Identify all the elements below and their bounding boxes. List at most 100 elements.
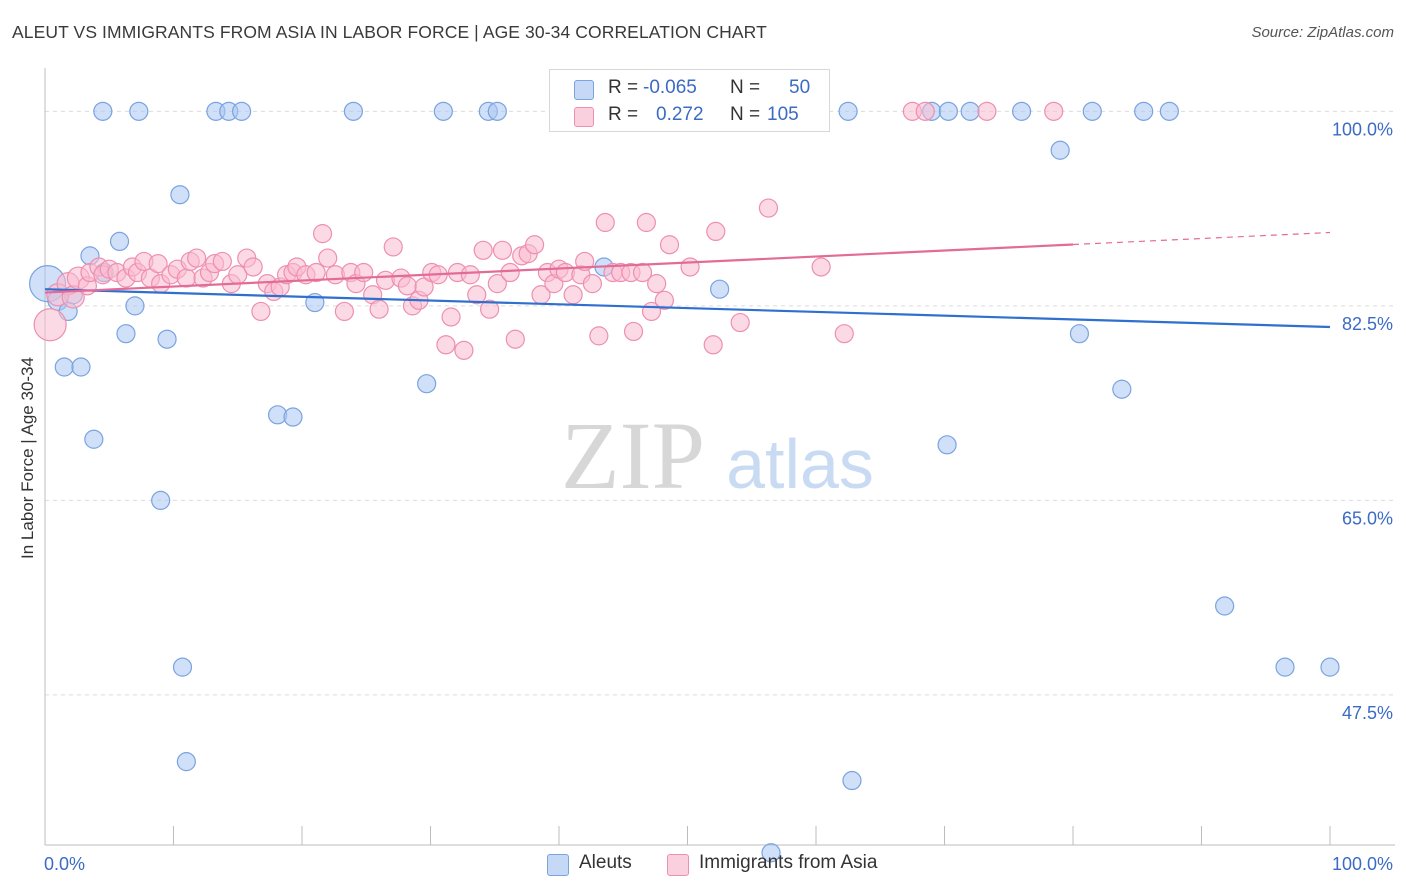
point-aleuts-17	[172, 657, 193, 677]
point-immigrants-30	[243, 257, 263, 277]
point-aleuts-41	[1050, 140, 1070, 160]
point-aleuts-37	[937, 435, 957, 455]
point-aleuts-48	[1275, 657, 1295, 677]
point-aleuts-18	[176, 752, 196, 772]
point-aleuts-39	[960, 101, 980, 121]
trend-line-extension-immigrants	[1072, 231, 1331, 246]
point-immigrants-64	[473, 240, 493, 260]
point-immigrants-22	[187, 248, 207, 268]
point-immigrants-80	[575, 251, 595, 272]
point-immigrants-92	[654, 290, 674, 310]
legend-swatch-aleuts	[574, 80, 594, 100]
point-immigrants-61	[454, 340, 474, 360]
point-aleuts-13	[129, 101, 149, 121]
legend-n-value-aleuts: 50	[789, 77, 811, 98]
bottom-legend-label-immigrants: Immigrants from Asia	[699, 852, 878, 873]
point-aleuts-5	[71, 357, 91, 377]
point-immigrants-39	[306, 262, 326, 283]
legend-r-value-aleuts: -0.065	[643, 77, 697, 98]
x-tick-label-left: 0.0%	[44, 854, 85, 874]
point-aleuts-40	[1011, 101, 1032, 121]
point-immigrants-67	[492, 240, 513, 260]
legend-n-label: N =	[730, 104, 761, 125]
legend-r-label: R =	[608, 104, 639, 125]
point-immigrants-98	[758, 198, 779, 218]
watermark-atlas: atlas	[726, 425, 874, 503]
point-immigrants-26	[212, 251, 232, 272]
legend-swatch-immigrants	[574, 107, 594, 127]
point-immigrants-50	[383, 237, 403, 257]
y-tick-label-1: 82.5%	[1342, 314, 1393, 334]
point-aleuts-10	[109, 231, 130, 252]
point-immigrants-41	[318, 248, 338, 268]
point-aleuts-29	[487, 101, 507, 121]
point-immigrants-104	[1044, 101, 1064, 121]
point-immigrants-83	[595, 212, 615, 233]
point-immigrants-40	[312, 224, 333, 244]
point-aleuts-33	[761, 843, 781, 863]
point-aleuts-11	[125, 296, 145, 316]
y-axis-title: In Labor Force | Age 30-34	[18, 357, 37, 559]
point-immigrants-82	[589, 326, 609, 346]
point-aleuts-8	[93, 101, 113, 121]
point-immigrants-89	[636, 212, 656, 233]
trend-lines	[44, 231, 1331, 329]
point-aleuts-44	[1112, 379, 1132, 399]
grid-lines	[45, 110, 1395, 696]
point-aleuts-35	[842, 770, 862, 791]
point-aleuts-46	[1159, 101, 1179, 121]
point-immigrants-72	[524, 235, 545, 255]
point-immigrants-66	[487, 274, 507, 294]
y-tick-label-3: 47.5%	[1342, 703, 1393, 723]
point-immigrants-59	[441, 307, 461, 327]
point-aleuts-32	[710, 279, 730, 299]
point-immigrants-95	[703, 335, 723, 355]
trend-line-immigrants	[44, 243, 1074, 294]
legend-r-label: R =	[608, 77, 639, 98]
point-immigrants-58	[436, 335, 456, 355]
point-immigrants-43	[334, 301, 355, 322]
point-immigrants-103	[977, 101, 997, 121]
point-immigrants-0	[33, 308, 67, 342]
axes	[44, 68, 1395, 846]
point-immigrants-102	[915, 101, 935, 121]
point-immigrants-97	[730, 312, 750, 333]
x-tick-label-right: 100.0%	[1332, 854, 1393, 874]
point-immigrants-20	[176, 268, 196, 288]
point-immigrants-16	[148, 254, 168, 274]
chart-title: ALEUT VS IMMIGRANTS FROM ASIA IN LABOR F…	[12, 22, 767, 42]
point-immigrants-91	[647, 274, 667, 294]
point-immigrants-48	[369, 299, 389, 319]
point-aleuts-7	[84, 429, 104, 449]
point-aleuts-2	[54, 357, 74, 377]
point-aleuts-47	[1215, 596, 1235, 616]
legend-n-label: N =	[730, 77, 761, 98]
point-immigrants-69	[505, 329, 525, 349]
point-aleuts-23	[283, 407, 303, 427]
bottom-legend-swatch-immigrants	[667, 854, 689, 876]
point-aleuts-49	[1320, 657, 1340, 677]
point-immigrants-96	[706, 221, 726, 241]
point-aleuts-26	[417, 374, 437, 394]
y-tick-label-2: 65.0%	[1342, 508, 1393, 528]
point-aleuts-34	[838, 101, 858, 121]
point-immigrants-99	[811, 257, 831, 277]
watermark-zip: ZIP	[561, 402, 705, 509]
point-immigrants-62	[460, 265, 480, 285]
point-immigrants-65	[480, 299, 500, 319]
point-aleuts-15	[157, 329, 177, 349]
point-immigrants-100	[834, 324, 854, 344]
point-aleuts-25	[343, 101, 363, 121]
y-tick-labels: 100.0% 82.5% 65.0% 47.5%	[1332, 119, 1393, 723]
trend-line-aleuts	[44, 288, 1331, 329]
correlation-legend: R = -0.065 N = 50 R = 0.272 N = 105	[549, 69, 830, 132]
point-aleuts-42	[1069, 324, 1090, 344]
series-immigrants-from-asia	[33, 101, 1064, 360]
point-aleuts-38	[938, 101, 958, 121]
point-immigrants-81	[582, 274, 603, 294]
legend-r-value-immigrants: 0.272	[656, 104, 704, 125]
point-immigrants-31	[251, 301, 271, 322]
legend-row-immigrants: R = 0.272 N = 105	[550, 101, 829, 129]
point-aleuts-43	[1082, 101, 1102, 121]
point-immigrants-87	[623, 321, 644, 342]
